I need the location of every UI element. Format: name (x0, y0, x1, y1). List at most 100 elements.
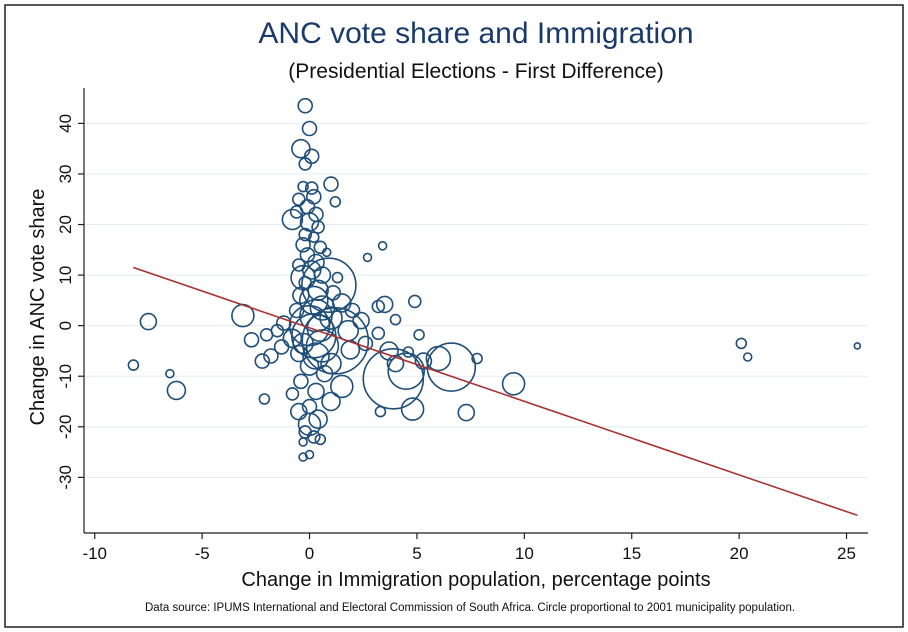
outer-border (4, 4, 904, 628)
data-point (295, 237, 311, 253)
data-point (301, 257, 357, 314)
data-source-note: Data source: IPUMS International and Ele… (145, 602, 795, 614)
data-point (389, 313, 402, 326)
y-tick-label: -10 (56, 364, 75, 389)
data-point (352, 311, 370, 330)
y-tick-label: 0 (56, 321, 75, 330)
data-point (297, 180, 309, 193)
y-tick-label: 40 (56, 114, 75, 133)
data-point (298, 227, 313, 242)
gridlines (84, 122, 868, 478)
data-point (298, 157, 313, 171)
data-point (291, 192, 306, 207)
data-point (298, 437, 308, 447)
data-point (293, 373, 309, 390)
y-tick-label: 30 (56, 165, 75, 184)
data-point (289, 205, 304, 219)
data-point (263, 348, 279, 364)
data-point (292, 286, 310, 305)
data-point (127, 359, 140, 371)
data-point (426, 342, 477, 392)
data-point (375, 295, 394, 314)
data-point (165, 368, 175, 379)
x-tick-label: 10 (515, 544, 534, 563)
data-point (291, 138, 311, 159)
y-tick-label: 20 (56, 215, 75, 234)
data-point (386, 354, 405, 373)
x-tick-label: -5 (195, 544, 210, 563)
data-point (288, 302, 305, 319)
data-point (302, 342, 330, 370)
y-axis-title: Change in ANC vote share (27, 189, 49, 426)
data-point (735, 337, 748, 350)
data-point (362, 252, 373, 263)
data-point (853, 342, 862, 350)
data-point (243, 331, 260, 348)
data-point (320, 352, 342, 375)
data-point (371, 299, 386, 314)
x-tick-label: -10 (82, 544, 107, 563)
data-point (457, 403, 476, 422)
data-point (166, 380, 187, 401)
data-point (371, 326, 386, 341)
axes: -30 -20 -10 0 10 20 30 40 -10 -5 0 5 10 15 20 25 (56, 88, 868, 563)
data-point (306, 430, 321, 444)
data-point (357, 335, 374, 352)
data-point (362, 347, 425, 410)
data-point (281, 208, 304, 231)
y-tick-label: -30 (56, 465, 75, 490)
data-point (307, 231, 320, 243)
chart-title: ANC vote share and Immigration (258, 17, 693, 50)
x-tick-label: 25 (837, 544, 856, 563)
data-point (331, 271, 344, 284)
data-point (301, 120, 318, 137)
y-tick-label: 10 (56, 266, 75, 285)
data-point (139, 312, 158, 331)
data-point (387, 352, 426, 391)
chart-subtitle: (Presidential Elections - First Differen… (288, 60, 663, 83)
data-point (301, 306, 370, 375)
data-point (413, 328, 425, 341)
data-point (402, 346, 415, 358)
data-point (400, 397, 425, 421)
data-point (319, 306, 343, 330)
data-point (289, 344, 308, 363)
data-point (311, 220, 325, 234)
data-point (340, 340, 361, 360)
data-point (501, 371, 526, 396)
data-point (313, 240, 328, 255)
data-point (304, 181, 319, 195)
data-point (301, 260, 322, 280)
data-point (321, 247, 332, 258)
x-tick-label: 5 (412, 544, 421, 563)
data-point (315, 364, 334, 383)
y-tick-label: -20 (56, 415, 75, 440)
x-tick-label: 20 (730, 544, 749, 563)
data-point (273, 339, 290, 355)
data-point (321, 391, 341, 412)
data-point (299, 356, 320, 376)
data-point (305, 329, 340, 363)
data-point (288, 304, 331, 347)
data-point (308, 409, 328, 430)
data-point (329, 374, 354, 399)
data-point (374, 405, 387, 418)
data-point (297, 97, 314, 114)
x-axis-title: Change in Immigration population, percen… (241, 569, 710, 591)
plot-area (127, 97, 862, 517)
data-point (307, 382, 325, 401)
data-point (742, 352, 753, 362)
data-point (314, 433, 327, 446)
data-point (259, 327, 274, 342)
data-point (323, 176, 339, 192)
data-point (258, 393, 271, 405)
data-point (377, 241, 388, 251)
data-point (282, 328, 303, 349)
data-point (407, 294, 422, 309)
data-point (329, 196, 342, 208)
data-point (313, 266, 332, 284)
data-point (471, 352, 483, 365)
x-tick-label: 15 (622, 544, 641, 563)
